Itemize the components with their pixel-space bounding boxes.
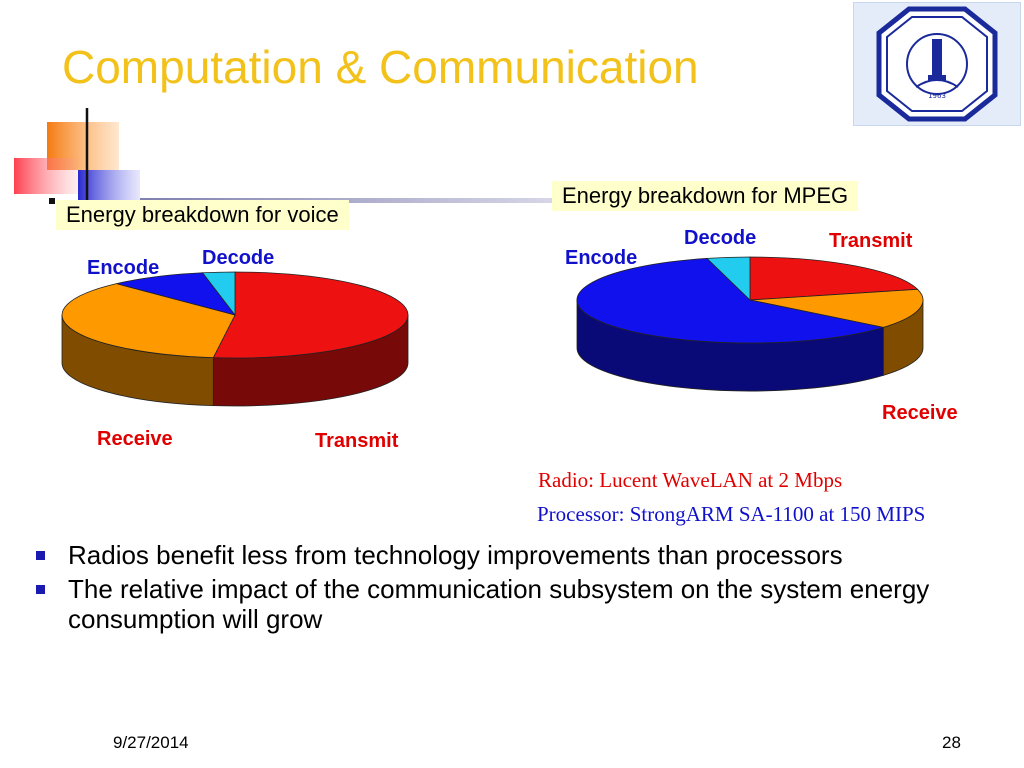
bullet-text: The relative impact of the communication… [68, 574, 930, 634]
voice-slice-decode [201, 271, 236, 317]
mpeg-label-decode: Decode [684, 227, 757, 249]
voice-slice-receive [61, 283, 236, 359]
bullet-square-icon [36, 585, 45, 594]
voice-slice-encode [116, 272, 237, 316]
svg-text:1963: 1963 [928, 92, 946, 100]
slide-date: 9/27/2014 [113, 733, 189, 752]
bullet-list: Radios benefit less from technology impr… [36, 540, 936, 638]
radio-note: Radio: Lucent WaveLAN at 2 Mbps [538, 468, 843, 492]
voice-label-transmit: Transmit [315, 430, 399, 452]
voice-label-receive: Receive [97, 428, 173, 450]
bullet-item: Radios benefit less from technology impr… [36, 540, 936, 570]
mpeg-slice-decode [706, 256, 751, 301]
voice-label-encode: Encode [87, 257, 160, 279]
voice-label-decode: Decode [202, 247, 275, 269]
bullet-item: The relative impact of the communication… [36, 574, 936, 634]
seal-icon: 1963 [876, 6, 998, 122]
mpeg-pie-chart [576, 256, 924, 392]
mpeg-chart-title: Energy breakdown for MPEG [552, 181, 859, 211]
bullet-square-icon [36, 551, 45, 560]
mpeg-slice-receive [749, 288, 924, 328]
slide-number: 28 [942, 733, 961, 752]
mpeg-label-transmit: Transmit [829, 230, 913, 252]
university-seal-logo: 1963 [853, 2, 1021, 126]
mpeg-label-receive: Receive [882, 402, 958, 424]
voice-slice-transmit [212, 271, 409, 359]
bullet-text: Radios benefit less from technology impr… [68, 540, 843, 570]
processor-note: Processor: StrongARM SA-1100 at 150 MIPS [537, 502, 926, 526]
voice-pie-chart [61, 271, 409, 407]
mpeg-slice-encode [576, 257, 884, 344]
decorative-squares [14, 108, 560, 218]
mpeg-label-encode: Encode [565, 247, 638, 269]
mpeg-slice-transmit [749, 256, 919, 301]
voice-chart-title: Energy breakdown for voice [56, 200, 349, 230]
slide-title: Computation & Communication [62, 41, 699, 93]
